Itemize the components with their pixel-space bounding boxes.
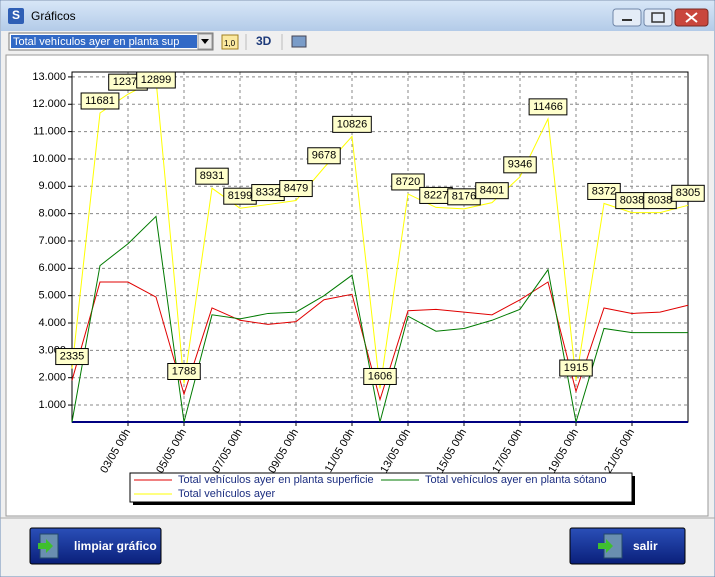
value-label-box bbox=[503, 156, 537, 174]
title-bar bbox=[1, 1, 714, 31]
value-label: 11466 bbox=[528, 98, 568, 116]
y-tick-label: 11.000 bbox=[33, 126, 66, 138]
value-label-text: 8227 bbox=[424, 189, 448, 201]
value-label: 1915 bbox=[559, 359, 593, 377]
value-label: 12899 bbox=[136, 71, 176, 89]
value-label: 8199 bbox=[223, 187, 257, 205]
value-label-box bbox=[559, 359, 593, 377]
value-label-box bbox=[55, 348, 89, 366]
y-tick-label: 13.000 bbox=[32, 71, 66, 83]
value-label-box bbox=[528, 98, 568, 116]
value-label-text: 9678 bbox=[312, 150, 336, 162]
value-label: 10826 bbox=[332, 115, 372, 133]
value-label: 1606 bbox=[363, 367, 397, 385]
clear-button[interactable] bbox=[29, 527, 162, 565]
decimals-label: 1,0 bbox=[224, 39, 236, 48]
y-tick-label: 6.000 bbox=[38, 262, 66, 274]
value-label-box bbox=[307, 147, 341, 165]
value-label: 11681 bbox=[80, 92, 120, 110]
y-tick-label: 1.000 bbox=[38, 399, 66, 411]
value-label-box bbox=[80, 92, 120, 110]
legend-label: Total vehículos ayer en planta sótano bbox=[425, 474, 607, 486]
window-title: Gráficos bbox=[31, 9, 76, 23]
value-label: 8720 bbox=[391, 173, 425, 191]
3d-button[interactable]: 3D bbox=[256, 34, 272, 48]
value-label: 9678 bbox=[307, 147, 341, 165]
value-label-text: 12370 bbox=[113, 76, 144, 88]
value-label-box bbox=[391, 173, 425, 191]
app-icon-glyph: S bbox=[12, 8, 20, 22]
value-label-text: 8038 bbox=[648, 195, 672, 207]
value-label: 8401 bbox=[475, 182, 509, 200]
series-line bbox=[71, 215, 688, 423]
legend bbox=[129, 472, 633, 503]
exit-button[interactable] bbox=[569, 527, 686, 565]
value-label: 8305 bbox=[671, 184, 705, 202]
legend-label: Total vehículos ayer en planta superfici… bbox=[178, 474, 374, 486]
value-label: 8372 bbox=[587, 182, 621, 200]
value-label-text: 8038 bbox=[620, 195, 644, 207]
value-label: 9346 bbox=[503, 156, 537, 174]
value-label-text: 8401 bbox=[480, 185, 504, 197]
y-tick-label: 4.000 bbox=[38, 317, 66, 329]
app-icon bbox=[8, 8, 24, 24]
value-label-text: 12899 bbox=[141, 74, 172, 86]
value-label-text: 8720 bbox=[396, 176, 420, 188]
value-label-box bbox=[363, 367, 397, 385]
maximize-glyph bbox=[651, 12, 665, 23]
value-label-text: 8931 bbox=[200, 170, 224, 182]
exit-button-arrow bbox=[598, 539, 613, 553]
y-tick-label: 10.000 bbox=[32, 153, 66, 165]
value-label-text: 1915 bbox=[564, 362, 588, 374]
value-label-text: 2335 bbox=[60, 350, 84, 362]
value-label-text: 11466 bbox=[533, 101, 563, 113]
value-label-box bbox=[475, 182, 509, 200]
y-tick-label: 12.000 bbox=[32, 98, 66, 110]
value-label-box bbox=[195, 167, 229, 185]
y-tick-label: 7.000 bbox=[38, 235, 66, 247]
value-label-text: 8176 bbox=[452, 191, 476, 203]
exit-button-label: salir bbox=[633, 539, 658, 553]
value-label: 2335 bbox=[55, 348, 89, 366]
selector-highlight bbox=[11, 35, 197, 48]
value-label-text: 8199 bbox=[228, 190, 252, 202]
value-label-text: 9346 bbox=[508, 159, 532, 171]
series-line bbox=[71, 78, 689, 389]
y-tick-label: 2.000 bbox=[38, 372, 66, 384]
clear-button-arrow bbox=[38, 539, 53, 553]
value-label-box bbox=[136, 71, 176, 89]
close-glyph bbox=[685, 12, 698, 23]
value-label-text: 8305 bbox=[676, 187, 700, 199]
value-label: 8038 bbox=[643, 192, 677, 210]
decimals-button[interactable] bbox=[221, 34, 239, 50]
legend-label: Total vehículos ayer bbox=[178, 488, 276, 500]
selector-arrow-glyph bbox=[201, 39, 209, 44]
value-label-text: 8332 bbox=[256, 186, 280, 198]
value-label-text: 1788 bbox=[172, 365, 196, 377]
value-label-text: 10826 bbox=[337, 118, 368, 130]
maximize-button[interactable] bbox=[643, 8, 673, 27]
value-label-box bbox=[167, 363, 201, 380]
value-label: 8931 bbox=[195, 167, 229, 185]
clear-button-label: limpiar gráfico bbox=[74, 539, 157, 553]
value-label-text: 1606 bbox=[368, 370, 392, 382]
value-label-text: 8372 bbox=[592, 185, 616, 197]
minimize-button[interactable] bbox=[612, 8, 642, 27]
y-tick-label: 5.000 bbox=[38, 290, 66, 302]
value-label-box bbox=[332, 115, 372, 133]
value-label-text: 11681 bbox=[85, 95, 115, 107]
value-label-text: 8479 bbox=[284, 182, 308, 194]
value-label-box bbox=[279, 180, 313, 198]
y-tick-label: 8.000 bbox=[38, 208, 66, 220]
value-label: 1788 bbox=[167, 363, 201, 380]
selector-text: Total vehículos ayer en planta sup bbox=[13, 36, 179, 48]
value-label-box bbox=[671, 184, 705, 202]
y-tick-label: 9.000 bbox=[38, 180, 66, 192]
view-3d-icon[interactable] bbox=[291, 35, 307, 48]
value-label-box bbox=[587, 182, 621, 200]
value-label: 8227 bbox=[419, 186, 453, 204]
value-label: 8479 bbox=[279, 180, 313, 198]
